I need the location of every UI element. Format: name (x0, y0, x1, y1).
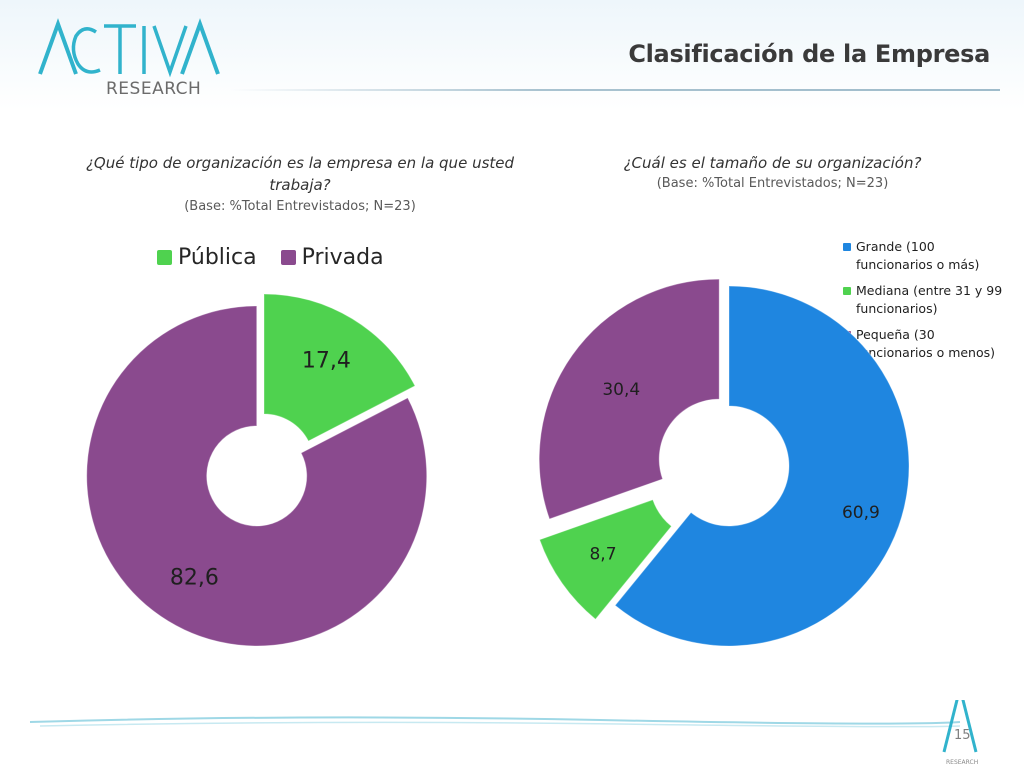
chart2-slice-2 (538, 499, 673, 620)
legend-swatch-green (157, 250, 172, 265)
footer-logo-text: RESEARCH (946, 759, 978, 766)
legend-swatch-purple (280, 250, 296, 265)
header-background (0, 0, 1024, 110)
chart2-slice-1 (614, 285, 910, 647)
legend-label-grande: Grande (100 funcionarios o más) (856, 239, 980, 272)
legend-item-grande: Grande (100 funcionarios o más) (843, 238, 1013, 274)
page-number: 15 (954, 728, 971, 743)
chart2-data-label-1: 60,9 (842, 503, 880, 523)
chart2-data-label-2: 8,7 (589, 545, 616, 565)
title-divider (230, 89, 1000, 91)
legend-item-publica: Pública (157, 245, 257, 270)
legend-swatch-blue (843, 243, 851, 251)
chart1-slice-2 (86, 305, 428, 647)
base-note-1: (Base: %Total Entrevistados; N=23) (184, 199, 416, 214)
activa-research-logo: RESEARCH (38, 18, 220, 99)
legend-item-mediana: Mediana (entre 31 y 99 funcionarios) (843, 282, 1013, 318)
legend-label-privada: Privada (301, 245, 384, 270)
chart2-legend: Grande (100 funcionarios o más) Mediana … (843, 238, 1013, 370)
base-note-2: (Base: %Total Entrevistados; N=23) (656, 176, 889, 191)
legend-label-publica: Pública (178, 245, 257, 270)
chart2-data-label-3: 30,4 (602, 380, 640, 400)
chart1-legend: Pública Privada (157, 245, 384, 270)
footer-swoosh: RESEARCH (29, 700, 978, 766)
chart1-data-label-2: 82,6 (170, 565, 219, 590)
chart2-slice-3 (538, 278, 720, 520)
question-1: ¿Qué tipo de organización es la empresa … (85, 154, 515, 194)
legend-swatch-green (843, 287, 851, 295)
legend-label-pequena: Pequeña (30 funcionarios o menos) (856, 327, 996, 360)
chart1-data-label-1: 17,4 (302, 348, 351, 373)
question-2: ¿Cuál es el tamaño de su organización? (623, 154, 922, 172)
legend-item-privada: Privada (280, 245, 384, 270)
page-title: Clasificación de la Empresa (628, 40, 990, 68)
svg-text:RESEARCH: RESEARCH (106, 79, 201, 99)
legend-label-mediana: Mediana (entre 31 y 99 funcionarios) (856, 283, 1003, 316)
chart1-slice-1 (263, 293, 416, 442)
